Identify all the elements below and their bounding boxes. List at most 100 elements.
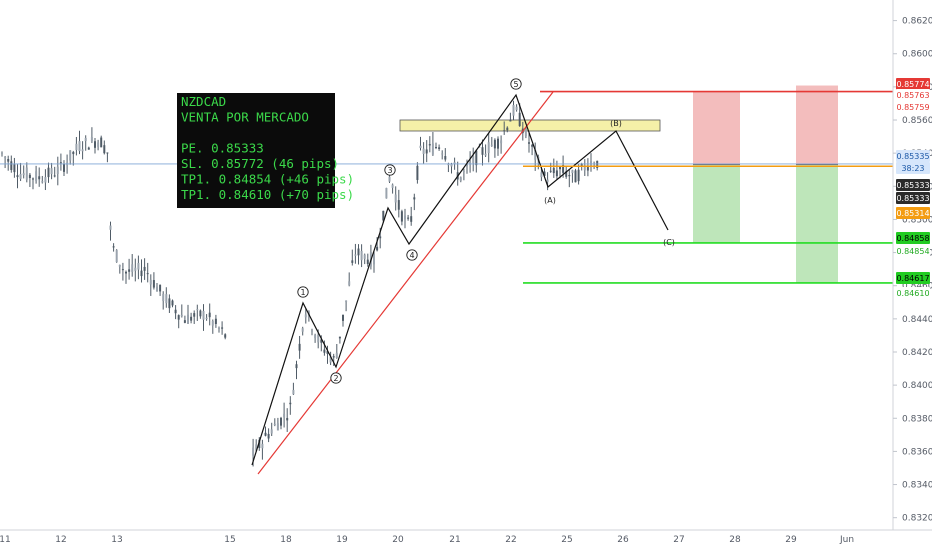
candle-body bbox=[555, 170, 558, 177]
time-axis: 11 12 13 15 18 19 20 21 22 25 26 27 28 29 Jun bbox=[0, 529, 932, 545]
candle-body bbox=[180, 314, 183, 317]
price-tag-bg bbox=[896, 78, 930, 90]
price-tag-bg bbox=[896, 287, 930, 299]
candle-body bbox=[258, 439, 261, 449]
candle-body bbox=[292, 389, 295, 395]
price-tag-label: 0.85333 bbox=[896, 181, 929, 190]
wave-label-text: 1 bbox=[300, 288, 305, 297]
candle-body bbox=[453, 162, 456, 164]
wave-label-text: 3 bbox=[387, 166, 392, 175]
candle-body bbox=[261, 443, 264, 449]
candle-body bbox=[140, 270, 143, 277]
candle-body bbox=[543, 171, 546, 176]
candle-body bbox=[159, 284, 162, 292]
price-tag-label: 0.85759 bbox=[896, 103, 929, 112]
candle-body bbox=[586, 167, 589, 171]
info-line: PE. 0.85333 bbox=[181, 141, 264, 156]
candle-body bbox=[183, 320, 186, 323]
candle-body bbox=[280, 417, 282, 426]
candle-body bbox=[218, 327, 220, 329]
candle-body bbox=[435, 146, 437, 148]
candle-body bbox=[211, 321, 214, 326]
candle-body bbox=[466, 163, 468, 167]
candle-body bbox=[407, 217, 410, 219]
candle-body bbox=[47, 167, 50, 178]
candle-body bbox=[373, 253, 375, 265]
trend-line bbox=[257, 91, 554, 475]
candle-body bbox=[354, 254, 357, 256]
candle-body bbox=[25, 167, 28, 180]
price-tag-label: 0.84858 bbox=[896, 234, 929, 243]
info-line: SL. 0.85772 (46 pips) bbox=[181, 156, 339, 171]
candle-body bbox=[221, 327, 224, 329]
candle-body bbox=[16, 175, 19, 178]
candle-body bbox=[416, 165, 419, 180]
candle-body bbox=[404, 215, 406, 220]
candle-body bbox=[376, 246, 379, 251]
x-tick-label: 28 bbox=[729, 535, 741, 545]
candle-body bbox=[590, 160, 592, 166]
candle-body bbox=[528, 142, 530, 144]
candle-body bbox=[109, 225, 112, 230]
candle-body bbox=[493, 139, 496, 149]
reward-box-1 bbox=[693, 164, 740, 243]
candle-body bbox=[311, 330, 313, 332]
candle-body bbox=[503, 130, 506, 132]
candle-body bbox=[156, 286, 158, 292]
price-tag-bg bbox=[896, 179, 930, 191]
candle-body bbox=[56, 166, 59, 175]
reward-box-2 bbox=[796, 164, 838, 283]
candle-body bbox=[490, 144, 493, 146]
candle-body bbox=[357, 248, 360, 256]
candle-body bbox=[394, 194, 397, 203]
price-tag-bg bbox=[896, 150, 930, 162]
candle-body bbox=[270, 429, 273, 434]
candle-body bbox=[320, 339, 323, 343]
candle-body bbox=[382, 210, 385, 221]
candle-body bbox=[422, 148, 425, 154]
price-tag-bg bbox=[896, 272, 930, 284]
candle-body bbox=[431, 143, 434, 155]
candle-body bbox=[134, 267, 137, 271]
candle-body bbox=[500, 140, 503, 144]
candle-body bbox=[199, 310, 202, 317]
candle-body bbox=[286, 417, 289, 421]
candle-body bbox=[4, 156, 7, 158]
x-tick-label: 11 bbox=[0, 535, 11, 545]
wave-labels: 1 2 3 4 5 (A) (B) (C) bbox=[297, 78, 675, 384]
x-tick-label: 21 bbox=[449, 535, 460, 545]
candle-body bbox=[298, 343, 301, 351]
candle-body bbox=[41, 181, 44, 183]
candle-body bbox=[580, 163, 583, 167]
candle-body bbox=[149, 279, 152, 285]
price-axis: 0.862000.860000.858000.856000.854000.852… bbox=[892, 0, 932, 550]
info-box-bg bbox=[177, 93, 335, 208]
candle-body bbox=[342, 314, 344, 321]
candle-body bbox=[425, 149, 428, 154]
candle-body bbox=[224, 334, 227, 338]
candle-body bbox=[214, 318, 217, 324]
candle-body bbox=[143, 266, 146, 271]
candle-body bbox=[121, 269, 124, 271]
price-tag-label: 0.85333 bbox=[896, 194, 929, 203]
candle-body bbox=[552, 167, 555, 174]
candle-body bbox=[577, 169, 580, 182]
candle-body bbox=[534, 149, 537, 160]
price-tag-label: 0.85314 bbox=[896, 209, 929, 218]
candle-body bbox=[546, 179, 549, 182]
candle-body bbox=[53, 175, 56, 177]
candle-body bbox=[162, 293, 165, 301]
candle-body bbox=[137, 262, 140, 270]
candle-body bbox=[332, 356, 335, 358]
candle-body bbox=[190, 316, 193, 321]
candle-body bbox=[38, 176, 41, 180]
x-tick-label: 18 bbox=[280, 535, 292, 545]
wave-label-text: 2 bbox=[333, 374, 338, 383]
candle-body bbox=[444, 156, 447, 160]
wave-label-circle bbox=[406, 249, 418, 261]
candle-body bbox=[146, 273, 149, 275]
candle-body bbox=[438, 147, 441, 149]
